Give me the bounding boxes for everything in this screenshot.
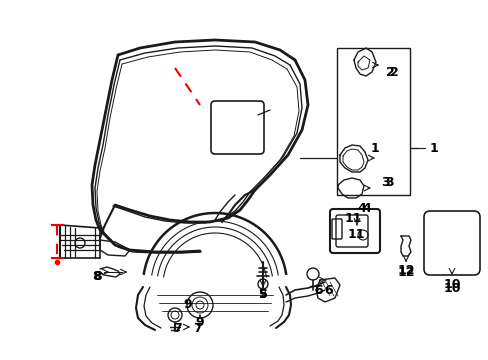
Text: 3: 3 <box>384 175 393 189</box>
Text: 11: 11 <box>344 211 361 225</box>
Text: 2: 2 <box>385 66 393 78</box>
Text: 9: 9 <box>195 316 204 329</box>
Text: 3: 3 <box>380 175 388 189</box>
Text: 12: 12 <box>396 266 414 279</box>
Text: 8: 8 <box>94 270 102 284</box>
Text: 6: 6 <box>314 284 323 297</box>
Text: 7: 7 <box>193 321 202 334</box>
Text: 4: 4 <box>361 202 370 215</box>
Text: 5: 5 <box>258 288 267 302</box>
Text: 12: 12 <box>396 264 414 276</box>
Text: 9: 9 <box>183 298 192 311</box>
Text: 5: 5 <box>258 288 267 302</box>
Text: 8: 8 <box>92 270 101 284</box>
Text: 11: 11 <box>346 229 364 242</box>
Text: 6: 6 <box>324 284 332 297</box>
Text: 1: 1 <box>429 141 438 154</box>
Text: 10: 10 <box>442 278 460 291</box>
Text: 2: 2 <box>389 66 398 78</box>
Text: 7: 7 <box>173 321 182 334</box>
Text: 4: 4 <box>357 202 366 215</box>
Text: 1: 1 <box>370 141 379 154</box>
Text: 10: 10 <box>442 282 460 294</box>
